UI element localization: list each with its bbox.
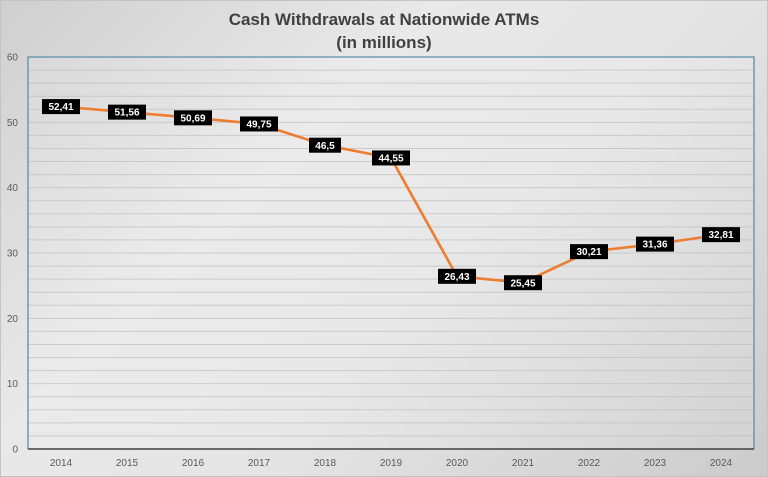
data-label-box	[372, 150, 410, 166]
y-axis: 0 10 20 30 40 50 60	[7, 53, 19, 456]
data-label: 49,75	[240, 116, 278, 132]
data-label-text: 25,45	[510, 278, 535, 289]
x-tick-label: 2014	[50, 458, 73, 469]
data-label-box	[174, 110, 212, 126]
chart-title-line1: Cash Withdrawals at Nationwide ATMs	[228, 10, 540, 29]
data-label: 30,21	[570, 244, 608, 260]
data-label-text: 32,81	[708, 230, 733, 241]
chart-title: Cash Withdrawals at Nationwide ATMs (in …	[0, 8, 768, 54]
data-labels: 52,41 51,56 50,69 49,75 46,5 44,55 26,43 25,45 3…	[42, 99, 740, 291]
data-label-box	[309, 137, 341, 153]
y-tick-label: 30	[7, 249, 19, 260]
data-label-text: 52,41	[48, 102, 73, 113]
x-axis: 2014 2015 2016 2017 2018 2019 2020 2021 2022 2023…	[50, 458, 733, 469]
x-tick-label: 2019	[380, 458, 403, 469]
data-label-text: 44,55	[378, 154, 403, 165]
data-label-box	[240, 116, 278, 132]
x-tick-label: 2023	[644, 458, 667, 469]
x-tick-label: 2024	[710, 458, 733, 469]
data-label: 32,81	[702, 227, 740, 243]
data-label-text: 46,5	[315, 141, 335, 152]
y-tick-label: 60	[7, 53, 19, 64]
x-tick-label: 2018	[314, 458, 337, 469]
data-label-box	[636, 236, 674, 252]
data-label-box	[504, 275, 542, 291]
data-label: 52,41	[42, 99, 80, 115]
data-label: 51,56	[108, 104, 146, 120]
x-tick-label: 2022	[578, 458, 601, 469]
y-tick-label: 50	[7, 118, 19, 129]
data-label-text: 31,36	[642, 240, 667, 251]
x-tick-label: 2017	[248, 458, 271, 469]
x-tick-label: 2020	[446, 458, 469, 469]
data-label: 31,36	[636, 236, 674, 252]
data-label: 50,69	[174, 110, 212, 126]
chart-title-line2: (in millions)	[336, 33, 432, 52]
data-label-box	[108, 104, 146, 120]
gridlines	[27, 56, 755, 450]
data-label: 44,55	[372, 150, 410, 166]
plot-border	[27, 56, 755, 449]
data-label-box	[570, 244, 608, 260]
data-label-text: 49,75	[246, 120, 271, 131]
data-label-box	[702, 227, 740, 243]
data-label-box	[42, 99, 80, 115]
data-label-text: 50,69	[180, 113, 205, 124]
data-label: 25,45	[504, 275, 542, 291]
data-label-text: 26,43	[444, 272, 469, 283]
y-tick-label: 10	[7, 379, 19, 390]
x-tick-label: 2016	[182, 458, 205, 469]
y-tick-label: 40	[7, 183, 19, 194]
x-tick-label: 2021	[512, 458, 535, 469]
data-label: 26,43	[438, 268, 476, 284]
data-label-text: 51,56	[114, 108, 139, 119]
y-tick-label: 0	[12, 445, 18, 456]
data-label: 46,5	[309, 137, 341, 153]
data-label-box	[438, 268, 476, 284]
y-tick-label: 20	[7, 314, 19, 325]
data-label-text: 30,21	[576, 247, 601, 258]
x-tick-label: 2015	[116, 458, 139, 469]
